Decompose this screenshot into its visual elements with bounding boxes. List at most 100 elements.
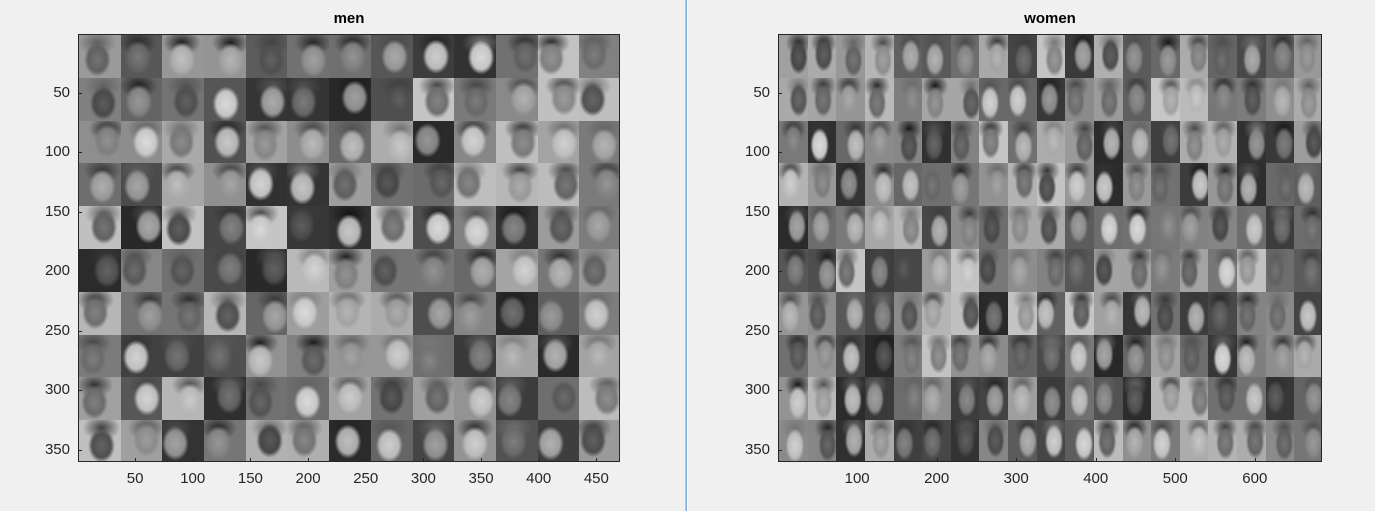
face-tile (1008, 77, 1038, 121)
face-tile (1179, 334, 1209, 378)
face-tile (79, 120, 121, 164)
face-tile (495, 420, 538, 461)
face-tile (329, 77, 372, 121)
face-tile (579, 420, 619, 461)
face-tile (1093, 377, 1123, 421)
face-tile (1179, 163, 1209, 207)
face-tile (1065, 249, 1095, 292)
face-tile (120, 291, 163, 335)
face-tile (329, 163, 372, 207)
face-tile (807, 377, 837, 421)
x-tick-label: 350 (468, 470, 494, 487)
x-tick-label: 300 (1003, 470, 1029, 487)
face-tile (1122, 77, 1152, 121)
face-tile (245, 291, 288, 335)
face-tile (1065, 35, 1095, 78)
face-tile (1151, 420, 1181, 461)
x-tick-mark (1095, 458, 1097, 462)
face-tile (287, 206, 330, 250)
face-tile (120, 77, 163, 121)
face-tile (1208, 377, 1238, 421)
face-tile (537, 249, 580, 292)
face-tile (979, 334, 1009, 378)
face-tile (836, 334, 866, 378)
face-tile (245, 35, 288, 78)
face-tile (1237, 120, 1267, 164)
face-tile (287, 249, 330, 292)
face-tile (1179, 120, 1209, 164)
face-tile (779, 334, 808, 378)
face-tile (370, 35, 413, 78)
face-tile (79, 420, 121, 461)
face-tile (79, 377, 121, 421)
face-tile (1237, 77, 1267, 121)
face-tile (495, 163, 538, 207)
face-tile (979, 35, 1009, 78)
face-tile (495, 334, 538, 378)
face-tile (495, 120, 538, 164)
face-tile (1008, 163, 1038, 207)
y-tick-mark (778, 449, 782, 451)
x-tick-mark (192, 458, 194, 462)
face-tile (1008, 420, 1038, 461)
face-tile (1208, 120, 1238, 164)
y-tick-label: 200 (44, 262, 70, 280)
face-tile (807, 77, 837, 121)
face-tile (1237, 334, 1267, 378)
face-tile (1122, 334, 1152, 378)
face-tile (1265, 163, 1295, 207)
face-tile (1065, 334, 1095, 378)
face-tile (922, 291, 952, 335)
face-tile (1265, 206, 1295, 250)
face-tile (1265, 77, 1295, 121)
face-tile (412, 206, 455, 250)
face-tile (950, 249, 980, 292)
face-tile (579, 163, 619, 207)
face-tile (922, 334, 952, 378)
face-tile (287, 77, 330, 121)
face-tile (1237, 163, 1267, 207)
face-tile (79, 334, 121, 378)
y-tick-mark (78, 449, 82, 451)
face-tile (370, 249, 413, 292)
face-tile (864, 334, 894, 378)
face-tile (950, 35, 980, 78)
face-tile (950, 291, 980, 335)
face-tile (412, 420, 455, 461)
face-tile (329, 35, 372, 78)
face-tile (807, 35, 837, 78)
image-axes-women[interactable] (778, 34, 1322, 462)
face-tile (537, 206, 580, 250)
face-tile (893, 249, 923, 292)
x-tick-mark (365, 458, 367, 462)
face-tile (79, 249, 121, 292)
face-tile (1122, 249, 1152, 292)
face-tile (807, 420, 837, 461)
face-tile (979, 377, 1009, 421)
face-tile (922, 35, 952, 78)
face-tile (579, 77, 619, 121)
face-tile (204, 377, 247, 421)
image-axes-men[interactable] (78, 34, 620, 462)
face-tile (1036, 377, 1066, 421)
face-tile (950, 420, 980, 461)
face-tile (329, 334, 372, 378)
face-tile (1151, 35, 1181, 78)
figure-title-men: men (333, 10, 365, 27)
face-tile (1122, 35, 1152, 78)
face-tile (1093, 334, 1123, 378)
face-tile (579, 291, 619, 335)
face-tile (579, 377, 619, 421)
x-tick-label: 500 (1162, 470, 1188, 487)
face-tile (1237, 206, 1267, 250)
face-tile (537, 420, 580, 461)
face-tile (412, 249, 455, 292)
face-tile (1065, 291, 1095, 335)
face-tile (162, 35, 205, 78)
face-tile (370, 420, 413, 461)
face-tile (1265, 35, 1295, 78)
face-tile (950, 334, 980, 378)
face-tile (1208, 420, 1238, 461)
face-tile (1294, 206, 1321, 250)
face-tile (836, 120, 866, 164)
